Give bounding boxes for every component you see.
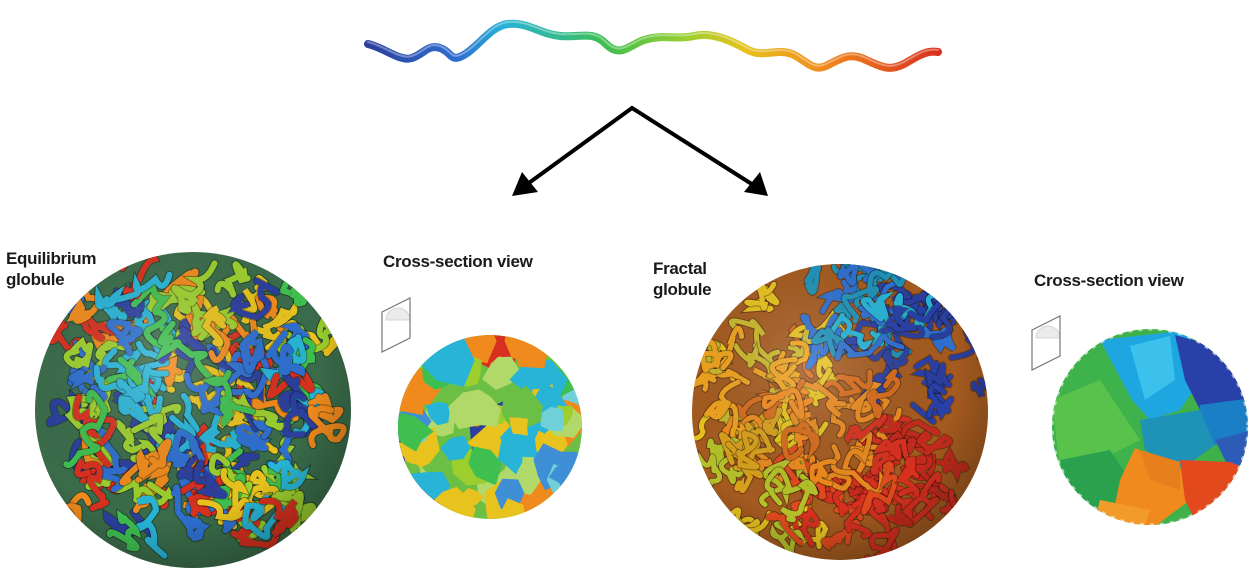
equilibrium-label-line1: Equilibrium <box>6 249 97 268</box>
cross-section-label-1: Cross-section view <box>383 252 533 271</box>
fractal-label-line2: globule <box>653 280 712 299</box>
chain-strand-icon <box>364 19 942 72</box>
equilibrium-globule-label: Equilibrium globule <box>6 248 97 290</box>
cross-section-territorial <box>1050 327 1250 527</box>
cross-section-random <box>398 335 582 519</box>
fractal-globule-label: Fractal globule <box>653 258 712 300</box>
equilibrium-globule <box>35 252 351 568</box>
branch-arrows <box>512 106 768 196</box>
fractal-globule <box>692 264 988 560</box>
cutting-plane-icon <box>381 297 411 353</box>
fractal-label-line1: Fractal <box>653 259 707 278</box>
equilibrium-label-line2: globule <box>6 270 65 289</box>
cross-section-label-2: Cross-section view <box>1034 271 1184 290</box>
cutting-plane-icon <box>1031 315 1061 371</box>
